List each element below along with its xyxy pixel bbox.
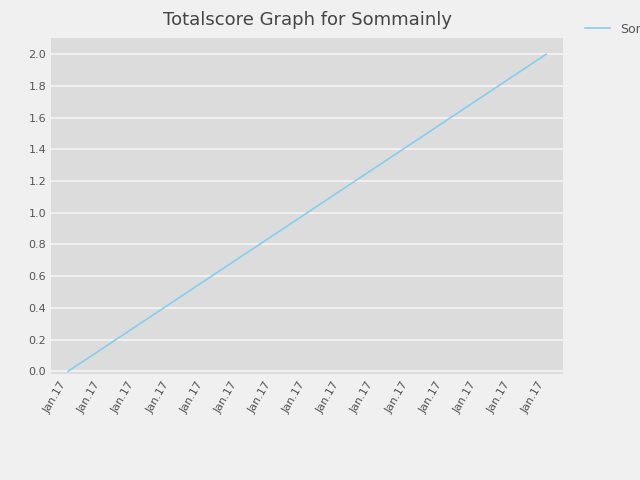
Sommainly [474, 96, 482, 102]
Sommainly [269, 232, 277, 238]
Sommainly [167, 300, 175, 306]
Sommainly [132, 323, 140, 329]
Sommainly [542, 51, 550, 57]
Sommainly [372, 165, 380, 170]
Line: Sommainly: Sommainly [68, 54, 546, 371]
Sommainly [440, 120, 447, 125]
Sommainly [303, 210, 311, 216]
Sommainly [235, 255, 243, 261]
Sommainly [508, 74, 516, 80]
Sommainly [337, 187, 345, 193]
Sommainly [201, 278, 209, 284]
Sommainly [99, 346, 106, 351]
Sommainly [65, 368, 72, 374]
Sommainly [406, 142, 413, 148]
Legend: Sommainly: Sommainly [580, 18, 640, 41]
Title: Totalscore Graph for Sommainly: Totalscore Graph for Sommainly [163, 11, 452, 28]
